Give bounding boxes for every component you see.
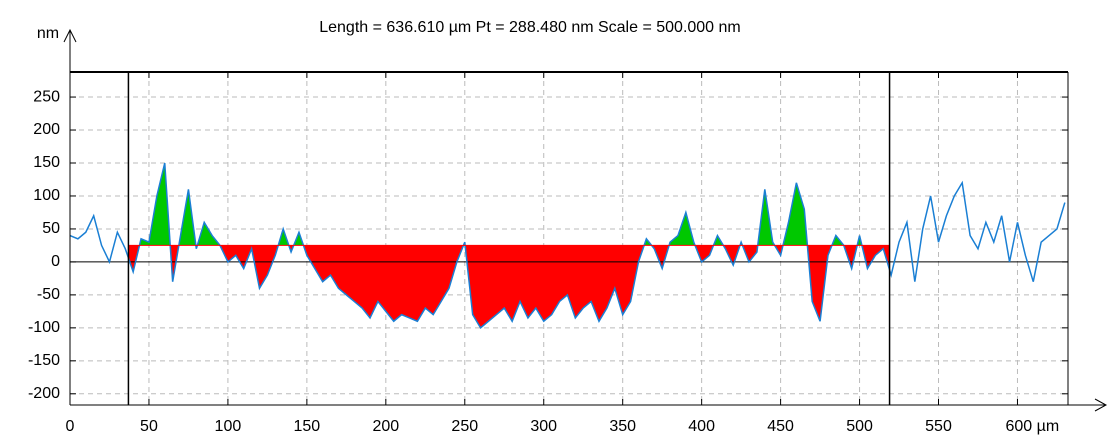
y-tick-label: -50 xyxy=(37,286,60,303)
profile-line xyxy=(69,162,1066,329)
y-tick-label: 200 xyxy=(33,121,60,138)
y-axis-label: nm xyxy=(37,25,59,42)
x-tick-label: 450 xyxy=(767,418,794,435)
y-tick-label: -200 xyxy=(28,385,60,402)
x-tick-label: 300 xyxy=(530,418,557,435)
x-tick-label: 50 xyxy=(140,418,158,435)
x-tick-label: 250 xyxy=(451,418,478,435)
x-tick-label: 500 xyxy=(846,418,873,435)
area-above xyxy=(139,162,862,246)
y-tick-label: -150 xyxy=(28,352,60,369)
y-tick-label: 50 xyxy=(42,220,60,237)
x-tick-label: 0 xyxy=(66,418,75,435)
y-tick-label: 100 xyxy=(33,187,60,204)
x-tick-label: 350 xyxy=(609,418,636,435)
x-tick-label: 100 xyxy=(215,418,242,435)
x-tick-label: 550 xyxy=(925,418,952,435)
y-axis-arrow xyxy=(63,28,77,43)
x-tick-label: 200 xyxy=(372,418,399,435)
y-tick-label: 0 xyxy=(51,253,60,270)
y-tick-label: 150 xyxy=(33,154,60,171)
x-tick-label: 400 xyxy=(688,418,715,435)
x-axis-arrow xyxy=(1094,398,1108,412)
y-tick-label: 250 xyxy=(33,88,60,105)
x-tick-label: 150 xyxy=(294,418,321,435)
area-below xyxy=(128,245,890,328)
x-tick-label: 600 µm xyxy=(1005,418,1059,435)
y-tick-label: -100 xyxy=(28,319,60,336)
chart-title: Length = 636.610 µm Pt = 288.480 nm Scal… xyxy=(319,19,741,36)
